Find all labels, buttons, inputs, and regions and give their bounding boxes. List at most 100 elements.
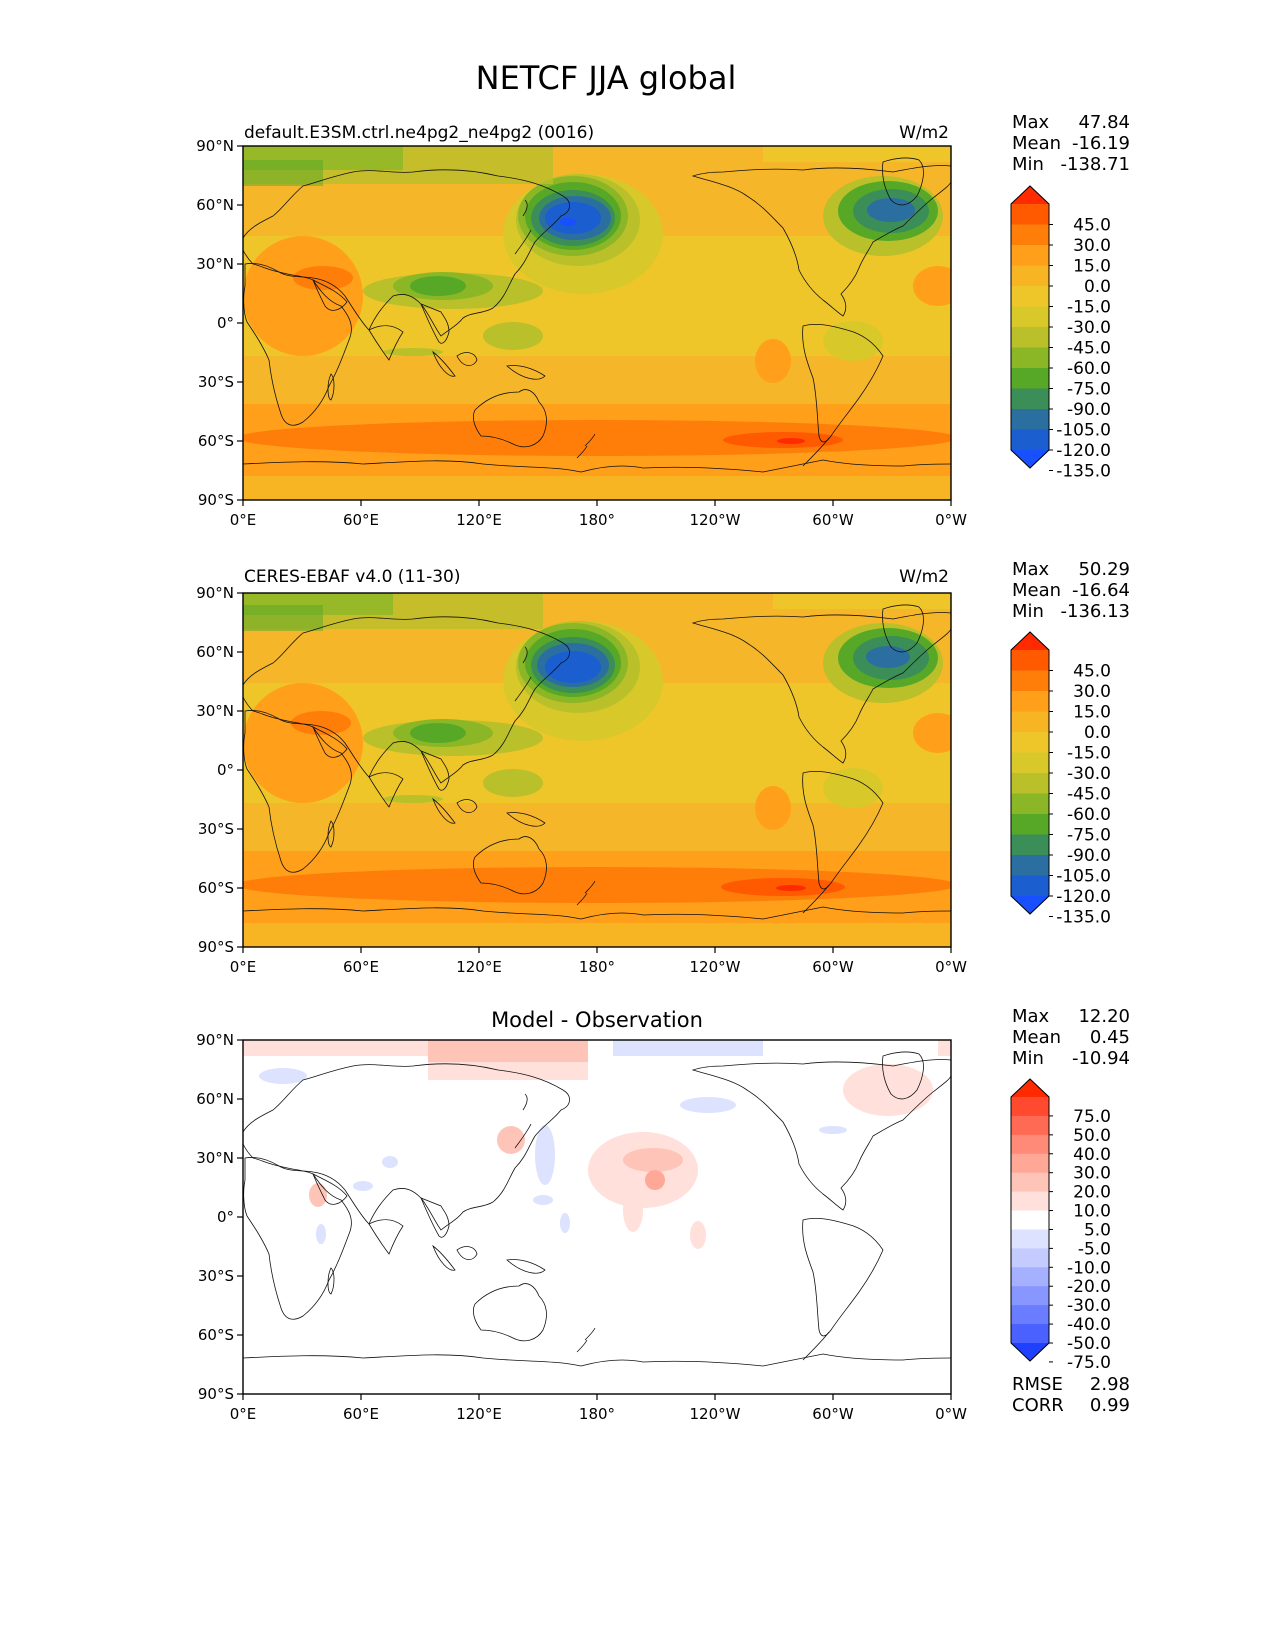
- panel-left-title: default.E3SM.ctrl.ne4pg2_ne4pg2 (0016): [244, 123, 594, 143]
- colorbar-swatch: [1011, 1115, 1049, 1136]
- colorbar-label: -105.0: [1056, 867, 1111, 887]
- y-tick-label: 0°: [217, 1208, 234, 1226]
- colorbar-swatch: [1011, 711, 1049, 733]
- colorbar-swatch: [1011, 752, 1049, 774]
- colorbar-swatch: [1011, 1267, 1049, 1287]
- x-tick-label: 60°W: [812, 1405, 854, 1423]
- x-tick-label: 120°W: [690, 1405, 741, 1423]
- colorbar-label: 0.0: [1084, 723, 1111, 743]
- x-tick-label: 60°W: [812, 511, 854, 529]
- colorbar-label: -75.0: [1067, 826, 1111, 846]
- y-tick-label: 30°N: [196, 255, 234, 273]
- panel-reference: CERES-EBAF v4.0 (11-30) W/m2: [196, 559, 1130, 976]
- colorbar-label: 5.0: [1084, 1220, 1111, 1240]
- colorbar-label: -15.0: [1067, 298, 1111, 318]
- stat-label: Max: [1012, 559, 1050, 580]
- colorbar-swatch: [1011, 1210, 1049, 1231]
- stat-value: 0.99: [1090, 1395, 1130, 1416]
- stat-label: Max: [1012, 112, 1050, 133]
- colorbar-swatch: [1011, 855, 1049, 877]
- colorbar-swatch: [1011, 793, 1049, 815]
- colorbar-swatch: [1011, 814, 1049, 836]
- x-tick-label: 0°W: [935, 511, 967, 529]
- colorbar-label: -135.0: [1056, 462, 1111, 482]
- colorbar-label: -40.0: [1067, 1315, 1111, 1335]
- y-tick-label: 90°N: [196, 584, 234, 602]
- x-tick-label: 120°E: [456, 511, 502, 529]
- y-tick-label: 30°S: [198, 373, 234, 391]
- colorbar-label: -50.0: [1067, 1334, 1111, 1354]
- colorbar-label: -60.0: [1067, 359, 1111, 379]
- colorbar-extend-max: [1011, 186, 1049, 204]
- colorbar-label: 15.0: [1073, 703, 1111, 723]
- colorbar-swatch: [1011, 1229, 1049, 1249]
- colorbar-swatch: [1011, 1153, 1049, 1174]
- colorbar-label: 10.0: [1073, 1202, 1111, 1222]
- y-tick-label: 30°S: [198, 1267, 234, 1285]
- stat-label: CORR: [1012, 1395, 1064, 1416]
- y-tick-label: 0°: [217, 761, 234, 779]
- stat-label: Min: [1012, 154, 1044, 175]
- colorbar-label: 45.0: [1073, 662, 1111, 682]
- colorbar-swatch: [1011, 347, 1049, 369]
- colorbar-label: 0.0: [1084, 277, 1111, 297]
- y-tick-label: 60°S: [198, 1326, 234, 1344]
- colorbar-label: -30.0: [1067, 764, 1111, 784]
- panel-units: W/m2: [899, 567, 949, 587]
- colorbar-swatch: [1011, 224, 1049, 246]
- x-tick-label: 120°E: [456, 1405, 502, 1423]
- stat-label: Min: [1012, 601, 1044, 622]
- colorbar-extend-min: [1011, 1343, 1049, 1361]
- colorbar-label: 50.0: [1073, 1126, 1111, 1146]
- stat-value: 12.20: [1078, 1006, 1130, 1027]
- colorbar-extend-min: [1011, 450, 1049, 468]
- colorbar-swatch: [1011, 875, 1049, 897]
- colorbar-extend-max: [1011, 1079, 1049, 1097]
- colorbar-label: -20.0: [1067, 1277, 1111, 1297]
- y-tick-label: 90°S: [198, 938, 234, 956]
- stat-value: -136.13: [1061, 601, 1130, 622]
- x-tick-label: 120°W: [690, 958, 741, 976]
- x-tick-label: 0°E: [230, 511, 257, 529]
- colorbar-label: -75.0: [1067, 1353, 1111, 1373]
- colorbar-swatch: [1011, 388, 1049, 410]
- colorbar-swatch: [1011, 409, 1049, 431]
- colorbar-label: 40.0: [1073, 1145, 1111, 1165]
- colorbar-label: 30.0: [1073, 682, 1111, 702]
- panel-units: W/m2: [899, 123, 949, 143]
- x-tick-label: 0°E: [230, 958, 257, 976]
- x-tick-label: 60°E: [343, 958, 379, 976]
- x-tick-label: 180°: [579, 511, 615, 529]
- colorbar-swatch: [1011, 834, 1049, 856]
- x-tick-label: 0°W: [935, 958, 967, 976]
- colorbar-swatch: [1011, 732, 1049, 754]
- colorbar-swatch: [1011, 691, 1049, 713]
- colorbar-label: 75.0: [1073, 1107, 1111, 1127]
- colorbar-swatch: [1011, 1324, 1049, 1344]
- x-tick-label: 0°E: [230, 1405, 257, 1423]
- colorbar-label: -60.0: [1067, 805, 1111, 825]
- stat-label: Mean: [1012, 1027, 1061, 1048]
- y-tick-label: 30°N: [196, 1149, 234, 1167]
- y-tick-label: 90°S: [198, 1385, 234, 1403]
- y-tick-label: 90°S: [198, 491, 234, 509]
- colorbar-swatch: [1011, 1305, 1049, 1325]
- map-area: [242, 145, 952, 501]
- y-tick-label: 60°N: [196, 1090, 234, 1108]
- colorbar-extend-max: [1011, 632, 1049, 650]
- colorbar-label: -45.0: [1067, 339, 1111, 359]
- stat-value: -16.64: [1072, 580, 1130, 601]
- y-tick-label: 60°S: [198, 879, 234, 897]
- colorbar-label: -120.0: [1056, 441, 1111, 461]
- stat-value: -10.94: [1072, 1048, 1130, 1069]
- colorbar-label: -15.0: [1067, 744, 1111, 764]
- stat-value: -138.71: [1061, 154, 1130, 175]
- colorbar-swatch: [1011, 429, 1049, 451]
- stat-label: RMSE: [1012, 1374, 1063, 1395]
- stat-label: Max: [1012, 1006, 1050, 1027]
- stat-label: Min: [1012, 1048, 1044, 1069]
- map-area: [242, 592, 952, 948]
- x-tick-label: 60°E: [343, 511, 379, 529]
- colorbar-swatch: [1011, 368, 1049, 390]
- colorbar-swatch: [1011, 306, 1049, 328]
